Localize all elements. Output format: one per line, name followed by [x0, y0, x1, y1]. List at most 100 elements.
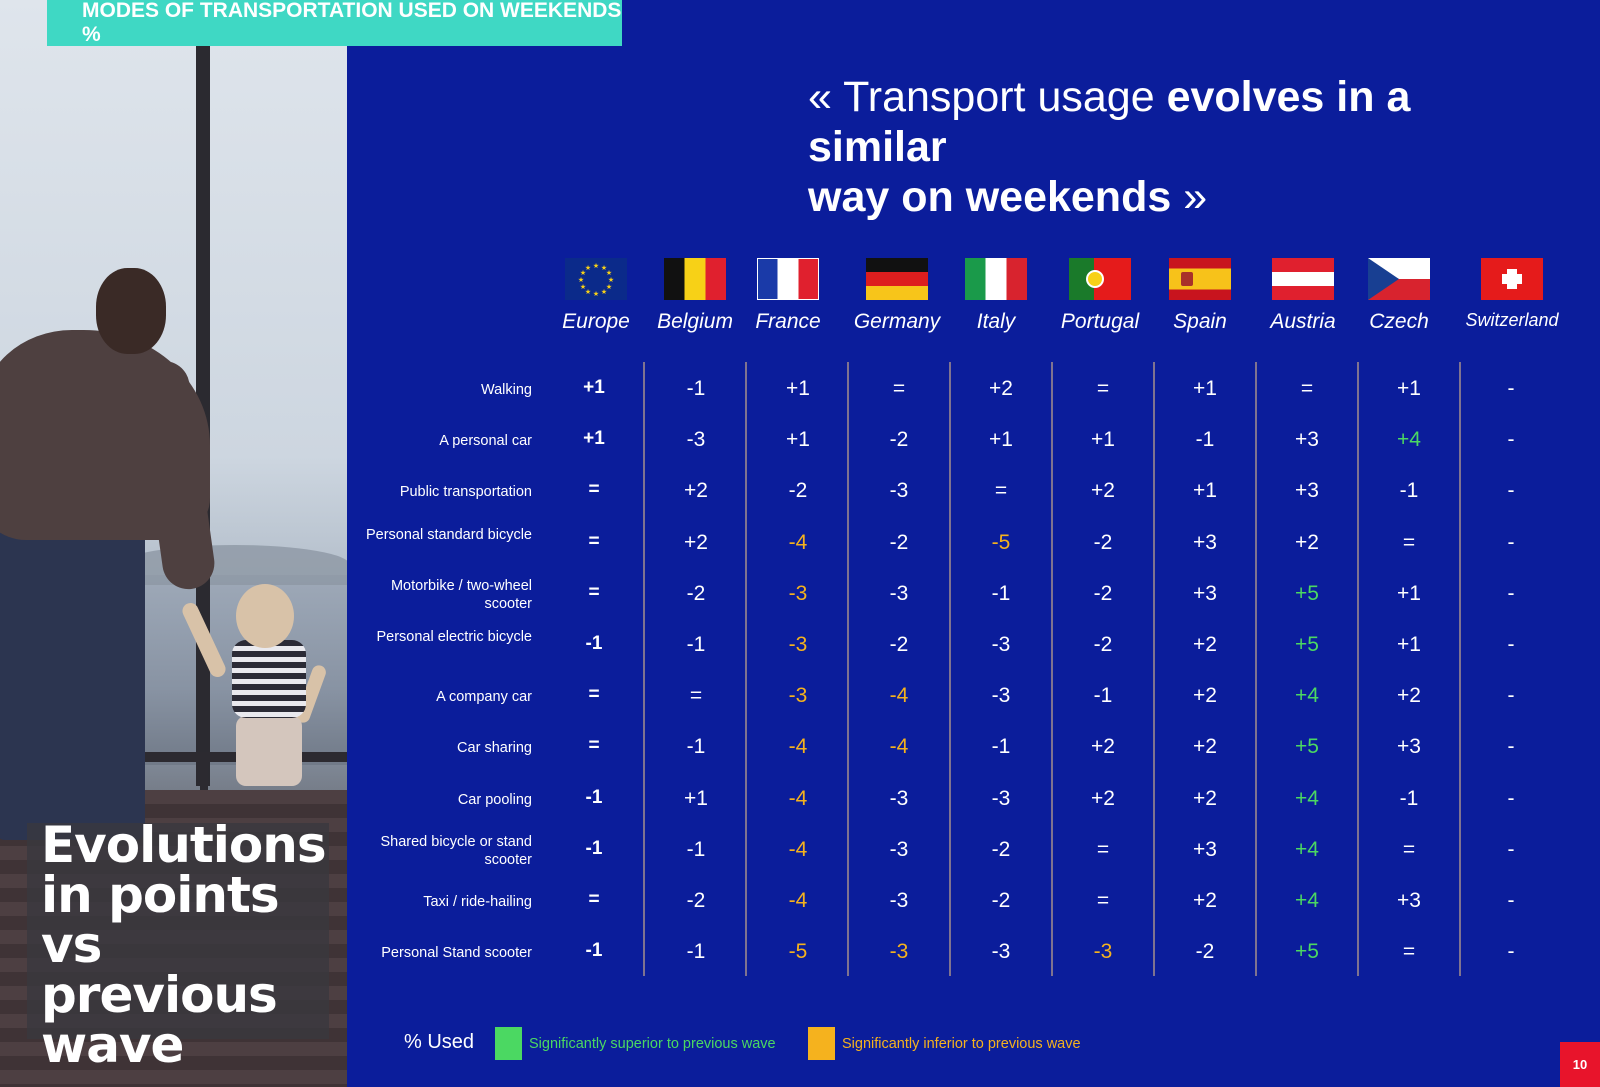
column-separator — [847, 362, 849, 976]
table-cell: -1 — [1093, 684, 1113, 708]
table-cell: -3 — [889, 786, 909, 810]
row-label: Shared bicycle or stand scooter — [380, 833, 532, 868]
table-cell: -3 — [889, 889, 909, 912]
svg-text:★: ★ — [593, 262, 599, 270]
photo-railing — [0, 752, 347, 762]
table-cell: +4 — [1295, 786, 1319, 810]
table-cell: -3 — [889, 479, 909, 503]
italy-flag-icon — [965, 258, 1027, 300]
table-cell: -1 — [1399, 479, 1419, 503]
table-cell: +3 — [1397, 889, 1421, 912]
country-name: France — [755, 310, 821, 333]
table-cell: +5 — [1295, 940, 1319, 964]
legend-inferior-swatch — [808, 1027, 835, 1060]
quote-bold-1: evolves in a similar — [808, 73, 1411, 171]
column-separator — [1153, 362, 1155, 976]
table-cell: = — [588, 530, 600, 552]
table-cell: -4 — [788, 889, 808, 912]
germany-flag-icon — [866, 258, 928, 300]
column-separator — [949, 362, 951, 976]
row-label: Car pooling — [457, 791, 532, 808]
headline-line: Evolutions — [41, 816, 327, 874]
spain-flag-icon — [1169, 258, 1231, 300]
table-cell: -4 — [889, 735, 909, 759]
table-cell: = — [588, 684, 600, 706]
table-cell: - — [1507, 837, 1515, 861]
country-name: Italy — [976, 310, 1016, 333]
table-cell: = — [1402, 837, 1416, 861]
table-cell: -3 — [1093, 940, 1113, 964]
table-cell: - — [1507, 530, 1515, 554]
table-cell: +2 — [1397, 684, 1421, 708]
headline-box — [27, 823, 329, 1039]
country-austria: Austria — [1248, 258, 1358, 334]
svg-text:★: ★ — [580, 283, 586, 291]
photo-man-head — [96, 268, 166, 354]
photo-hills — [120, 545, 347, 585]
table-cell: +3 — [1397, 735, 1421, 759]
svg-text:★: ★ — [580, 269, 586, 277]
table-cell: -4 — [889, 684, 909, 708]
table-cell: -1 — [991, 581, 1011, 605]
table-cell: -4 — [788, 786, 808, 810]
country-name: Germany — [853, 310, 941, 333]
row-label: Personal electric bicycle — [376, 629, 532, 645]
table-cell: +1 — [1397, 377, 1421, 400]
table-cell: -1 — [1195, 428, 1215, 452]
france-flag-icon — [757, 258, 819, 300]
table-cell: -2 — [1195, 940, 1215, 964]
table-cell: -3 — [991, 684, 1011, 708]
table-cell: +1 — [989, 428, 1013, 452]
table-cell: -1 — [1399, 786, 1419, 810]
table-cell: - — [1507, 735, 1515, 759]
table-cell: -3 — [788, 684, 808, 708]
table-cell: -1 — [991, 735, 1011, 759]
country-belgium: Belgium — [640, 258, 750, 334]
legend-superior-text: Significantly superior to previous wave — [529, 1036, 776, 1052]
table-cell: - — [1507, 889, 1515, 912]
table-cell: +2 — [1295, 530, 1319, 554]
table-cell: -5 — [788, 940, 808, 964]
country-switzerland: Switzerland — [1457, 258, 1567, 331]
row-label: Public transportation — [399, 484, 532, 501]
country-portugal: Portugal — [1045, 258, 1155, 334]
table-cell: -3 — [889, 940, 909, 964]
country-italy: Italy — [941, 258, 1051, 334]
table-cell: = — [1402, 940, 1416, 964]
table-cell: +1 — [1091, 428, 1115, 452]
table-cell: -2 — [686, 889, 706, 912]
austria-flag-icon — [1272, 258, 1334, 300]
quote-close: » — [1171, 173, 1208, 221]
country-germany: Germany — [842, 258, 952, 334]
portugal-flag-icon — [1069, 258, 1131, 300]
table-cell: +2 — [1193, 786, 1217, 810]
table-cell: +2 — [989, 377, 1013, 400]
svg-text:★: ★ — [606, 269, 612, 277]
table-cell: +5 — [1295, 581, 1319, 605]
table-cell: -1 — [686, 377, 706, 400]
row-label: Walking — [480, 382, 532, 398]
country-name: Switzerland — [1465, 310, 1559, 330]
country-europe: ★ ★ ★ ★ ★ ★ ★ ★ ★ ★ ★ ★ Europe — [541, 258, 651, 334]
switzerland-flag-icon — [1481, 258, 1543, 300]
headline: Evolutions in points vs previous wave — [41, 820, 341, 1070]
section-tag: MODES OF TRANSPORTATION USED ON WEEKENDS… — [47, 0, 622, 46]
table-cell: = — [588, 889, 600, 910]
table-cell: +2 — [1091, 735, 1115, 759]
portugal-emblem-icon — [1086, 270, 1104, 288]
table-cell: +2 — [1091, 786, 1115, 810]
table-cell: -1 — [585, 940, 603, 962]
eu-flag-icon: ★ ★ ★ ★ ★ ★ ★ ★ ★ ★ ★ ★ — [565, 258, 627, 300]
photo-man-legs — [0, 520, 145, 840]
table-cell: -3 — [991, 940, 1011, 964]
table-cell: -1 — [686, 633, 706, 656]
headline-line: wave — [41, 1016, 184, 1074]
table-cell: -3 — [991, 633, 1011, 656]
table-cell: -1 — [686, 837, 706, 861]
quote-open: « Transport usage — [808, 73, 1167, 121]
belgium-flag-icon — [664, 258, 726, 300]
table-cell: = — [994, 479, 1008, 503]
table-cell: -1 — [585, 633, 603, 654]
table-cell: = — [588, 479, 600, 501]
row-label: Personal standard bicycle — [365, 526, 532, 543]
